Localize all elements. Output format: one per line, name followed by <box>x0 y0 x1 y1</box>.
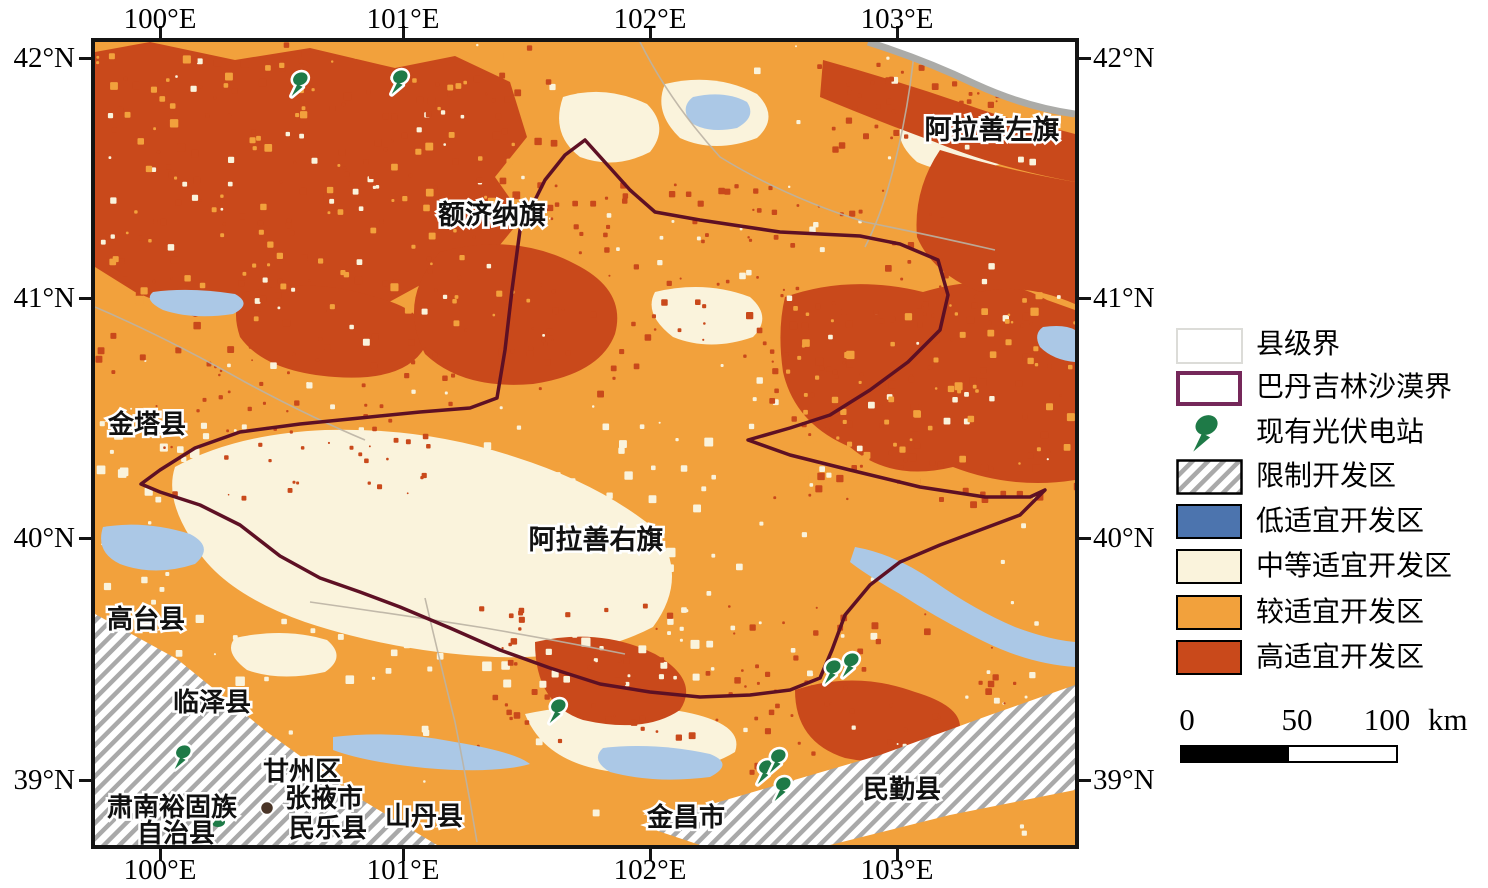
low-suitability-areas <box>101 94 1075 780</box>
axis-label-lat: 40°N <box>1093 522 1155 554</box>
tick-mark <box>895 26 899 38</box>
tick-mark <box>79 536 91 540</box>
axis-label-lat: 42°N <box>1093 42 1155 74</box>
map-label-gaotai: 高台县 <box>107 604 185 634</box>
legend-pv-pin-icon <box>1180 410 1226 456</box>
legend-swatch-relatively-suitable <box>1176 595 1242 630</box>
map-label-minle: 民乐县 <box>289 814 367 843</box>
map-label-alashan-left: 阿拉善左旗 <box>925 114 1060 145</box>
map-frame <box>91 38 1079 849</box>
county-boundary-lines <box>95 42 996 843</box>
axis-label-lon: 102°E <box>613 3 687 35</box>
axis-label-lon: 102°E <box>613 854 687 886</box>
axis-label-lon: 103°E <box>860 854 934 886</box>
axis-label-lon: 101°E <box>366 854 440 886</box>
map-label-sunan-line1: 肃南裕固族 <box>107 792 238 822</box>
scalebar-segment-empty <box>1289 747 1396 761</box>
axis-label-lon: 100°E <box>123 854 197 886</box>
legend-item-label: 现有光伏电站 <box>1256 417 1425 448</box>
map-label-jinta: 金塔县 <box>107 409 186 439</box>
legend-item-label: 较适宜开发区 <box>1256 597 1425 628</box>
legend-item-label: 巴丹吉林沙漠界 <box>1256 372 1453 403</box>
map-label-alashan-right: 阿拉善右旗 <box>529 524 664 555</box>
tick-mark <box>895 849 899 861</box>
scalebar-tick-label: 100 <box>1363 702 1411 737</box>
tick-mark <box>1079 296 1091 300</box>
map-label-jinchang: 金昌市 <box>646 802 725 832</box>
map-label-linze: 临泽县 <box>173 687 251 717</box>
legend-item-label: 低适宜开发区 <box>1256 506 1425 537</box>
scalebar-tick-label: 0 <box>1179 702 1195 737</box>
tick-mark <box>158 26 162 38</box>
legend-swatch-restricted <box>1176 459 1243 495</box>
axis-label-lat: 40°N <box>13 522 75 554</box>
legend-swatch-high <box>1176 640 1242 675</box>
map-label-ganzhou: 甘州区 <box>263 757 341 786</box>
axis-label-lon: 103°E <box>860 3 934 35</box>
tick-mark <box>648 849 652 861</box>
tick-mark <box>401 849 405 861</box>
scalebar-tick-label: 50 <box>1281 702 1313 737</box>
axis-label-lat: 41°N <box>1093 282 1155 314</box>
axis-label-lat: 39°N <box>13 764 75 796</box>
restricted-zone-areas <box>95 614 1075 845</box>
map-label-zhangye: 张掖市 <box>285 783 363 813</box>
tick-mark <box>648 26 652 38</box>
legend-swatch-county-boundary <box>1176 328 1243 364</box>
map-canvas: 额济纳旗 阿拉善左旗 金塔县 阿拉善右旗 高台县 临泽县 甘州区 张掖市 肃南裕… <box>95 42 1075 845</box>
map-label-shandan: 山丹县 <box>385 802 463 831</box>
axis-label-lon: 100°E <box>123 3 197 35</box>
desert-boundary-line <box>139 138 1047 699</box>
scalebar-unit: km <box>1428 702 1468 737</box>
legend-item-label: 中等适宜开发区 <box>1256 551 1453 582</box>
tick-mark <box>401 26 405 38</box>
zhangye-city-dot <box>259 800 275 816</box>
tick-mark <box>79 296 91 300</box>
legend-item-label: 县级界 <box>1256 329 1341 360</box>
legend-swatch-low <box>1176 504 1242 539</box>
tick-mark <box>79 56 91 60</box>
map-label-ejina: 额济纳旗 <box>438 199 546 230</box>
axis-label-lat: 41°N <box>13 282 75 314</box>
legend-swatch-medium <box>1176 549 1242 584</box>
legend-swatch-desert-boundary <box>1176 371 1242 406</box>
map-label-sunan-line2: 自治县 <box>137 818 215 845</box>
axis-label-lon: 101°E <box>366 3 440 35</box>
tick-mark <box>1079 778 1091 782</box>
scalebar-bar <box>1180 745 1398 763</box>
map-label-minqin: 民勤县 <box>863 775 941 804</box>
outside-region <box>866 42 1075 118</box>
tick-mark <box>158 849 162 861</box>
map-place-labels: 额济纳旗 阿拉善左旗 金塔县 阿拉善右旗 高台县 临泽县 甘州区 张掖市 肃南裕… <box>104 112 1062 846</box>
tick-mark <box>79 778 91 782</box>
tick-mark <box>1079 56 1091 60</box>
raster-speckles <box>95 42 1075 836</box>
scalebar-segment-filled <box>1182 747 1289 761</box>
tick-mark <box>1079 536 1091 540</box>
legend-item-label: 限制开发区 <box>1256 461 1397 492</box>
axis-label-lat: 42°N <box>13 42 75 74</box>
legend-item-label: 高适宜开发区 <box>1256 642 1425 673</box>
axis-label-lat: 39°N <box>1093 764 1155 796</box>
green-patch <box>211 817 225 827</box>
